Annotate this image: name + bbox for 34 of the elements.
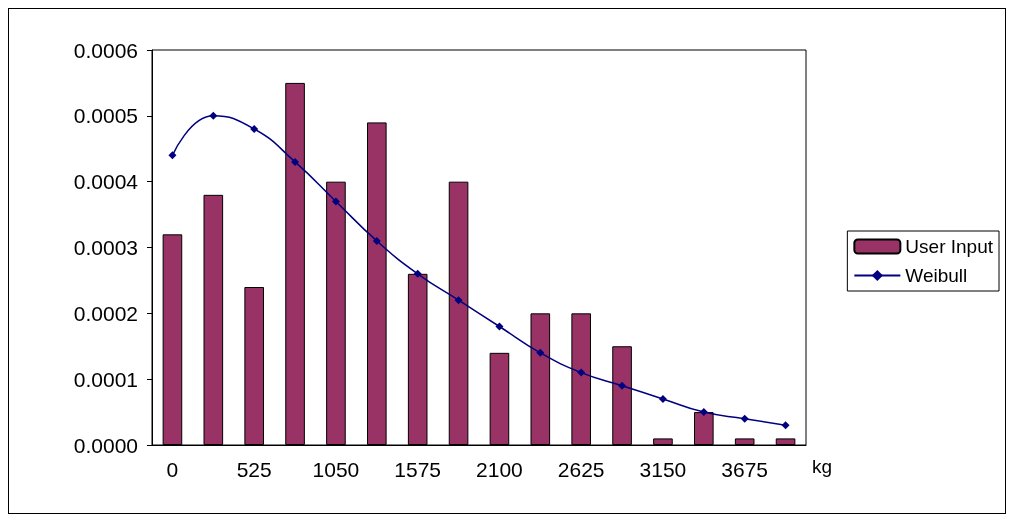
point <box>495 322 504 331</box>
y-tick-label: 0.0006 <box>73 38 138 62</box>
x-tick-label: 2100 <box>476 458 523 481</box>
x-tick-label: 1050 <box>312 458 360 481</box>
point <box>618 381 627 390</box>
x-tick-label: 2625 <box>557 458 605 481</box>
point <box>454 296 463 305</box>
y-tick-label: 0.0005 <box>73 104 138 128</box>
y-tick-label: 0.0002 <box>73 301 138 325</box>
point <box>250 125 259 133</box>
point <box>699 408 708 417</box>
point <box>658 394 667 403</box>
y-tick-label: 0.0004 <box>73 170 139 194</box>
legend-label: Weibull <box>905 265 968 286</box>
point <box>372 236 381 245</box>
x-axis-title: kg <box>812 456 833 477</box>
y-tick-label: 0.0001 <box>73 367 138 391</box>
x-tick-label: 3675 <box>721 458 769 481</box>
point <box>209 111 218 120</box>
x-tick-label: 0 <box>166 458 179 481</box>
point <box>291 157 300 166</box>
y-tick-label: 0.0003 <box>73 236 138 259</box>
y-tick-label: 0.0000 <box>73 433 138 457</box>
point <box>577 368 586 377</box>
point <box>168 151 177 160</box>
point <box>740 414 749 423</box>
x-tick-label: 3150 <box>639 458 687 481</box>
point <box>536 348 545 357</box>
x-tick-label: 525 <box>236 458 272 481</box>
point <box>331 197 340 206</box>
x-tick-label: 1575 <box>394 458 442 481</box>
point <box>781 421 790 430</box>
legend-label: User Input <box>905 236 994 257</box>
point <box>413 269 422 278</box>
